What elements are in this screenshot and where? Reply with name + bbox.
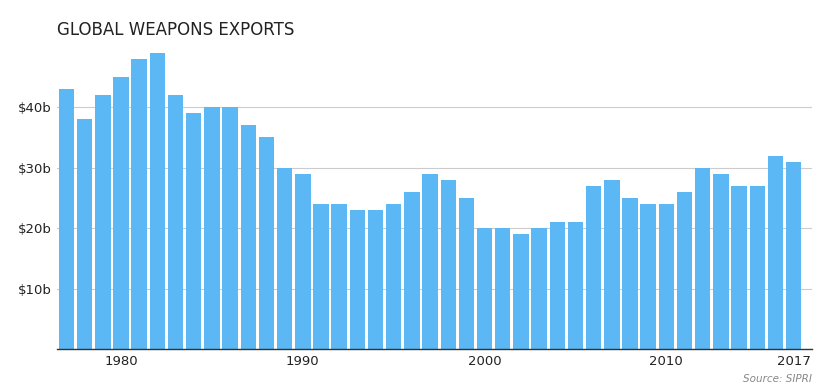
Bar — [131, 59, 147, 349]
Bar — [440, 180, 455, 349]
Bar — [767, 156, 782, 349]
Bar — [658, 204, 673, 349]
Bar — [604, 180, 619, 349]
Bar — [59, 89, 75, 349]
Bar — [713, 174, 728, 349]
Bar — [331, 204, 346, 349]
Bar — [150, 53, 165, 349]
Bar — [295, 174, 310, 349]
Bar — [549, 222, 564, 349]
Bar — [676, 192, 691, 349]
Bar — [531, 228, 546, 349]
Bar — [386, 204, 401, 349]
Bar — [168, 95, 183, 349]
Bar — [240, 125, 256, 349]
Bar — [695, 168, 709, 349]
Bar — [113, 77, 129, 349]
Bar — [368, 210, 382, 349]
Text: Source: SIPRI: Source: SIPRI — [742, 374, 811, 384]
Bar — [567, 222, 582, 349]
Bar — [277, 168, 292, 349]
Bar — [785, 161, 800, 349]
Bar — [477, 228, 491, 349]
Bar — [204, 107, 219, 349]
Bar — [186, 113, 201, 349]
Bar — [622, 198, 637, 349]
Bar — [495, 228, 510, 349]
Bar — [640, 204, 655, 349]
Bar — [222, 107, 238, 349]
Bar — [349, 210, 364, 349]
Bar — [458, 198, 473, 349]
Bar — [731, 186, 746, 349]
Bar — [404, 192, 419, 349]
Bar — [77, 119, 93, 349]
Bar — [313, 204, 328, 349]
Bar — [513, 234, 528, 349]
Bar — [749, 186, 764, 349]
Bar — [259, 137, 274, 349]
Bar — [422, 174, 437, 349]
Bar — [95, 95, 111, 349]
Text: GLOBAL WEAPONS EXPORTS: GLOBAL WEAPONS EXPORTS — [57, 21, 294, 40]
Bar — [586, 186, 600, 349]
